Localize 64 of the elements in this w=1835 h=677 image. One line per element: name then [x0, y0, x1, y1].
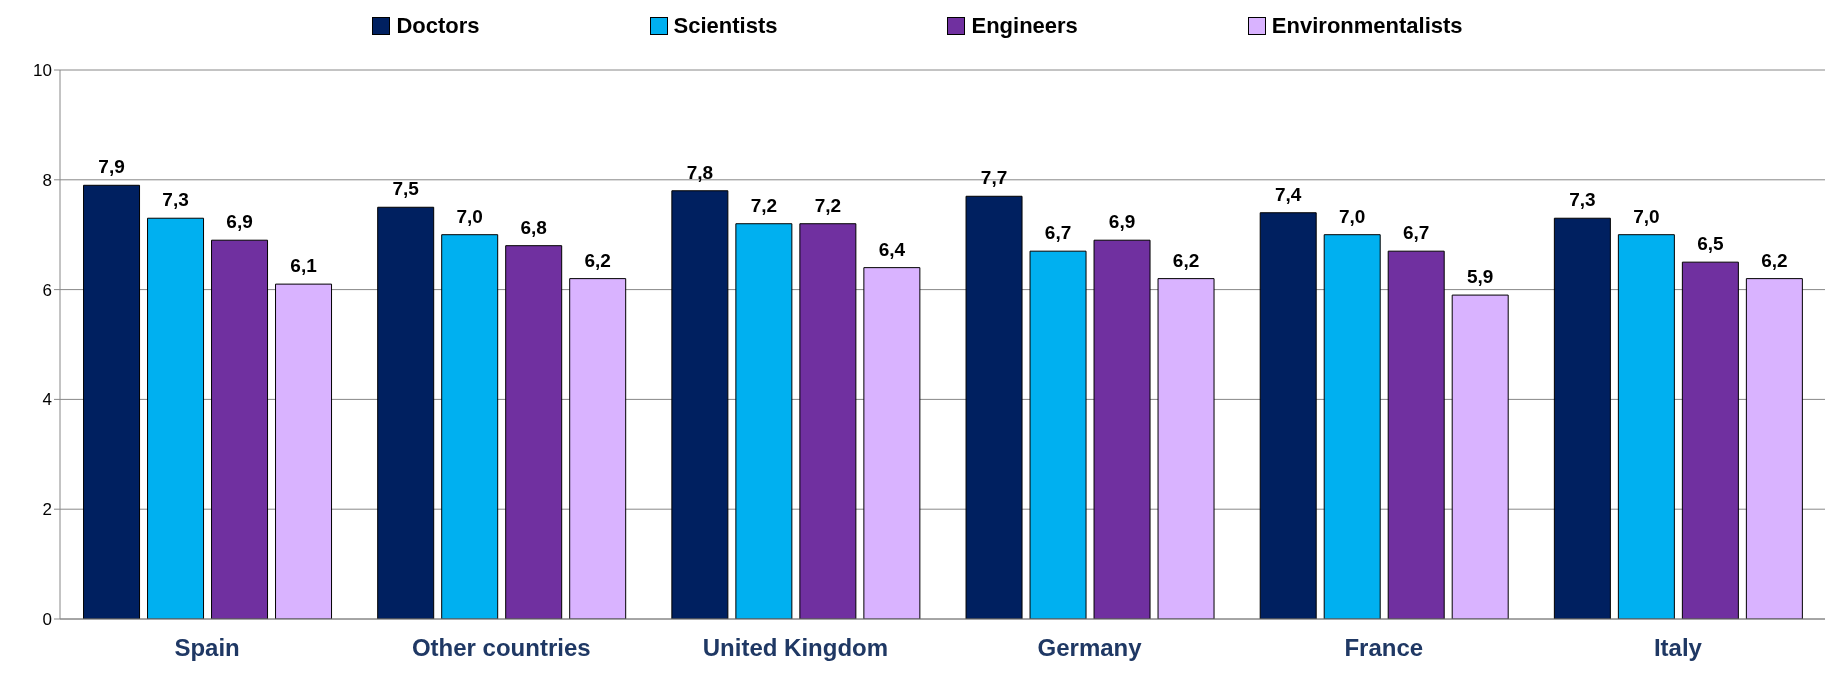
y-tick-label: 6 — [42, 280, 52, 300]
data-label: 7,5 — [392, 178, 420, 200]
legend-label: Doctors — [396, 13, 480, 39]
x-tick-label: Italy — [1653, 634, 1703, 662]
data-label: 7,2 — [814, 194, 842, 216]
bar — [965, 195, 1023, 619]
bar — [377, 206, 435, 619]
y-tick-label: 2 — [42, 500, 52, 520]
x-tick-label: France — [1344, 634, 1424, 662]
data-label: 7,4 — [1274, 183, 1302, 205]
data-label: 5,9 — [1466, 266, 1494, 288]
data-label: 6,4 — [878, 238, 906, 260]
bar — [1617, 234, 1675, 619]
bar — [799, 223, 857, 619]
bar — [1323, 234, 1381, 619]
bar — [1029, 250, 1087, 619]
legend-label: Engineers — [971, 13, 1078, 39]
y-tick-label: 0 — [42, 610, 52, 630]
data-label: 7,3 — [1569, 189, 1596, 211]
data-label: 6,8 — [520, 216, 547, 238]
data-label: 6,7 — [1402, 222, 1430, 244]
bar — [1681, 261, 1739, 619]
bar — [1093, 239, 1151, 619]
bar — [1451, 294, 1509, 619]
x-tick-label: Other countries — [411, 634, 591, 662]
data-label: 6,7 — [1044, 222, 1072, 244]
data-label: 6,2 — [1761, 249, 1788, 271]
x-tick-label: Spain — [174, 634, 240, 662]
data-label: 7,8 — [686, 161, 714, 183]
data-label: 7,0 — [456, 205, 483, 227]
y-tick-label: 10 — [33, 61, 52, 81]
data-label: 6,2 — [1172, 249, 1200, 271]
bar — [505, 245, 563, 619]
bar — [569, 278, 627, 619]
data-label: 7,9 — [98, 156, 125, 178]
data-label: 6,9 — [226, 211, 253, 233]
data-label: 6,1 — [290, 255, 318, 277]
x-tick-label: United Kingdom — [702, 634, 889, 662]
bar — [863, 267, 921, 619]
y-tick-label: 4 — [42, 390, 52, 410]
bar — [1259, 212, 1317, 619]
bar — [147, 217, 205, 619]
data-label: 7,0 — [1338, 205, 1366, 227]
data-label: 6,2 — [584, 249, 611, 271]
bar — [211, 239, 269, 619]
bar — [735, 223, 793, 619]
bar — [1157, 278, 1215, 619]
bar — [441, 234, 499, 619]
bar — [671, 190, 729, 619]
bar — [83, 184, 141, 619]
legend-label: Environmentalists — [1271, 13, 1463, 39]
data-label: 7,2 — [750, 194, 778, 216]
bar — [1553, 217, 1611, 619]
y-tick-label: 8 — [42, 170, 52, 190]
x-tick-label: Germany — [1037, 634, 1143, 662]
data-label: 6,5 — [1697, 233, 1724, 255]
bar — [1745, 278, 1803, 619]
legend-label: Scientists — [673, 13, 778, 39]
data-label: 7,7 — [980, 167, 1008, 189]
data-label: 6,9 — [1108, 211, 1136, 233]
bar — [275, 283, 333, 619]
data-label: 7,3 — [162, 189, 189, 211]
data-label: 7,0 — [1633, 205, 1660, 227]
bar — [1387, 250, 1445, 619]
